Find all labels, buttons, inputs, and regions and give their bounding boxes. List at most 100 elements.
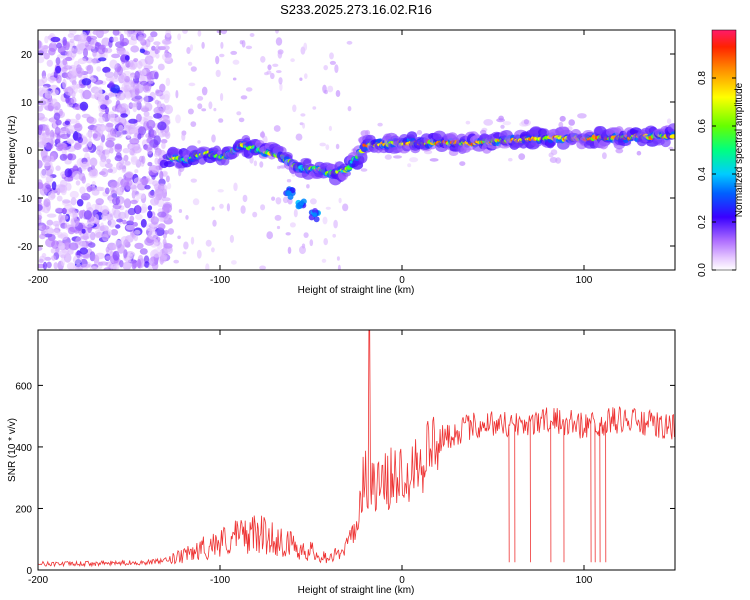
spectrogram-cell	[323, 65, 329, 71]
spectrogram-cell	[103, 267, 112, 270]
spectrogram-cell	[276, 225, 281, 230]
spectrogram-cell	[236, 111, 242, 116]
spectrogram-cell	[139, 248, 148, 255]
spectrogram-cell	[555, 157, 562, 164]
spectrogram-cell	[175, 90, 179, 99]
spectrogram-cell	[117, 244, 125, 254]
snr-frame	[37, 329, 676, 571]
spectrogram-cell	[101, 216, 107, 221]
spectrogram-cell	[465, 120, 471, 125]
spectrogram-cell	[100, 126, 109, 131]
spectrogram-cell	[95, 198, 104, 206]
spectrogram-cell	[229, 234, 234, 243]
spectrogram-cell	[328, 125, 332, 132]
spectrogram-cell	[669, 134, 675, 139]
spectrogram-cell	[219, 53, 225, 58]
spectrogram-cell	[252, 211, 258, 218]
spectrogram-cell	[74, 122, 83, 132]
spectrogram-cell	[260, 56, 266, 63]
spectrogram-cell	[64, 159, 72, 165]
spectrogram-cell	[259, 161, 264, 168]
spectrogram-cell	[270, 72, 275, 80]
spectrogram-cell	[46, 213, 57, 218]
spectrogram-cell	[141, 155, 146, 164]
spectrogram-cell	[38, 40, 42, 49]
spectrogram-cell	[46, 59, 53, 67]
spectrogram-cell	[144, 55, 154, 65]
snr-x-tick-label: 0	[399, 575, 405, 586]
spectrogram-cell	[333, 219, 338, 229]
spectrogram-cell	[289, 222, 296, 228]
colorbar-tick-label: 0.6	[697, 119, 708, 133]
spectrogram-cell	[377, 122, 383, 127]
spectrogram-cell	[159, 170, 164, 180]
spectrogram-cell	[139, 48, 146, 54]
spectrogram-cell	[110, 189, 118, 199]
spectrogram-cell	[45, 127, 51, 136]
spectrogram-cell	[165, 30, 172, 38]
spectrogram-cell	[146, 223, 155, 232]
spectrogram-cell	[157, 223, 166, 230]
spectrogram-cell	[70, 48, 77, 58]
spectrogram-cell	[95, 252, 105, 260]
spectrogram-cell	[136, 60, 143, 69]
spectrogram-cell	[97, 44, 106, 55]
spectrogram-cell	[134, 70, 140, 81]
spectrogram-cell	[90, 266, 99, 270]
spectrogram-cell	[175, 114, 181, 124]
spectrogram-cell	[40, 169, 47, 179]
spectrogram-cell	[147, 205, 153, 211]
spectrogram-cell	[79, 101, 89, 111]
spectrogram-cell	[278, 77, 283, 85]
spectrogram-cell	[249, 33, 255, 37]
spectrogram-cell	[99, 225, 109, 232]
colorbar-tick-label: 0.4	[697, 167, 708, 181]
spectrogram-cell	[290, 58, 295, 63]
spectrogram-cell	[105, 255, 114, 261]
spectrogram-cell	[41, 225, 50, 230]
spectrogram-cell	[183, 241, 189, 250]
spectrogram-cell	[275, 37, 283, 46]
colorbar-ticks: 0.0 0.2 0.4 0.6 0.8	[697, 71, 736, 277]
spectrogram-cell	[60, 215, 69, 220]
spectrogram-cell	[97, 96, 103, 105]
spectrogram-cell	[38, 258, 44, 264]
spectrogram-cell	[108, 219, 116, 228]
spectrogram-cell	[68, 90, 73, 97]
snr-x-tick-label: -200	[28, 575, 48, 586]
spectrogram-cell	[313, 216, 320, 223]
spectrogram-cell	[47, 76, 57, 82]
spectrogram-cell	[38, 246, 43, 251]
spectrogram-cell	[159, 83, 166, 93]
snr-y-tick-label: 600	[15, 381, 32, 392]
spectrogram-cell	[92, 133, 98, 139]
spectrogram-cell	[286, 179, 292, 183]
colorbar-tick-label: 0.0	[697, 263, 708, 277]
spectrogram-cell	[188, 82, 196, 87]
spectrogram-cell	[335, 143, 340, 150]
spectrogram-cell	[144, 184, 151, 190]
spectrogram-cell	[160, 103, 166, 113]
spectrogram-cell	[82, 89, 92, 100]
spectrogram-cell	[327, 85, 334, 93]
spectrogram-cell	[161, 52, 172, 62]
spectrogram-cell	[177, 235, 181, 240]
spectrogram-cell	[155, 45, 161, 54]
spectrogram-cell	[299, 77, 303, 81]
spectrogram-cell	[63, 65, 73, 70]
spectrogram-cell	[266, 231, 274, 240]
spectrogram-cell	[226, 203, 230, 212]
spectrogram-cell	[309, 239, 314, 247]
spectrogram-cell	[137, 126, 147, 136]
spectrogram-cell	[167, 228, 175, 235]
spectrogram-cell	[100, 205, 109, 215]
spectrogram-cell	[240, 95, 248, 100]
spectrogram-cell	[92, 30, 100, 35]
spectrogram-cell	[137, 133, 142, 140]
spectrogram-cell	[94, 214, 99, 224]
spectrogram-cell	[53, 71, 58, 79]
spectrogram-cell	[81, 113, 91, 119]
spectrogram-cell	[128, 79, 134, 86]
spectrogram-cell	[550, 149, 558, 156]
